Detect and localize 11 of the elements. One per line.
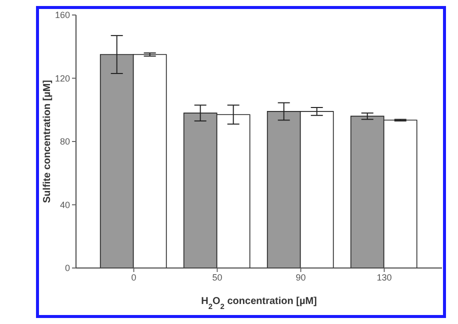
x-tick-label: 50 — [212, 272, 222, 282]
x-tick-label: 0 — [131, 272, 136, 282]
y-tick-label: 40 — [60, 200, 70, 210]
y-axis-title: Sulfite concentration [µM] — [42, 80, 53, 203]
x-tick-label: 130 — [376, 272, 392, 282]
x-tick-label: 90 — [296, 272, 306, 282]
y-tick-label: 0 — [64, 263, 70, 274]
y-tick-label: 80 — [60, 136, 70, 147]
x-axis-title: H$_{2}$O$_{2}$ concentration [µM] — [201, 296, 317, 310]
y-tick-label: 120 — [54, 73, 70, 84]
y-tick-label: 160 — [54, 10, 70, 20]
